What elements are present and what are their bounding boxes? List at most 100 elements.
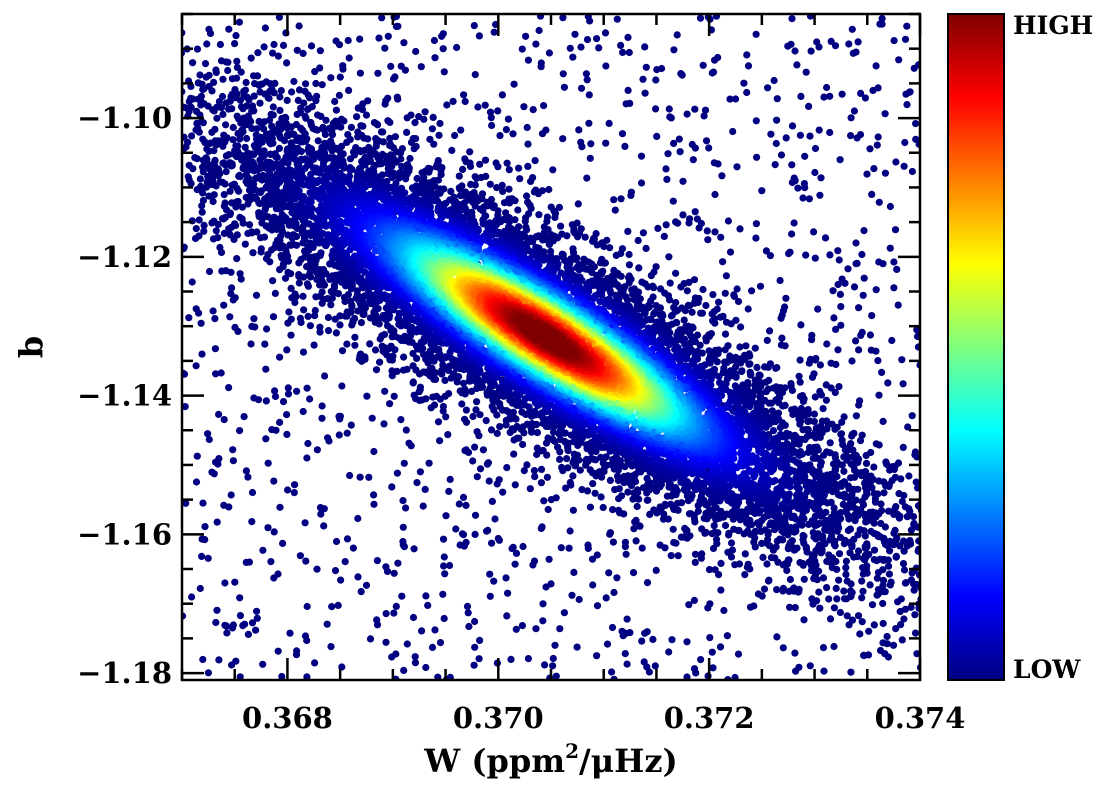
scatter-point: [250, 92, 258, 100]
scatter-point: [718, 172, 726, 180]
scatter-point: [198, 552, 206, 561]
scatter-point: [509, 130, 517, 138]
scatter-point: [510, 450, 518, 458]
scatter-point: [327, 301, 335, 309]
scatter-point: [713, 358, 721, 366]
scatter-point: [574, 233, 582, 241]
scatter-point: [835, 550, 844, 558]
scatter-point: [488, 402, 496, 410]
scatter-point: [677, 70, 685, 78]
scatter-point: [327, 74, 335, 82]
scatter-point: [237, 275, 245, 283]
scatter-point: [635, 495, 643, 503]
scatter-point: [709, 291, 717, 299]
scatter-point: [540, 497, 548, 505]
scatter-point: [901, 35, 910, 43]
scatter-point: [429, 113, 437, 121]
scatter-point: [583, 487, 592, 495]
scatter-point: [737, 323, 745, 331]
scatter-point: [638, 278, 646, 286]
scatter-point: [867, 527, 875, 536]
scatter-point: [900, 615, 908, 623]
scatter-point: [743, 88, 751, 97]
scatter-point: [411, 653, 419, 661]
scatter-point: [192, 362, 200, 370]
scatter-point: [442, 512, 450, 520]
scatter-point: [567, 481, 575, 489]
scatter-point: [860, 227, 868, 235]
scatter-point: [543, 473, 552, 481]
scatter-point: [461, 447, 469, 455]
scatter-point: [664, 515, 672, 523]
scatter-point: [197, 101, 205, 109]
scatter-point: [374, 305, 382, 313]
scatter-point: [386, 134, 394, 142]
scatter-point: [236, 135, 244, 143]
scatter-point: [808, 373, 817, 381]
scatter-point: [173, 101, 180, 108]
scatter-point: [840, 467, 848, 475]
scatter-point: [573, 643, 581, 651]
scatter-point: [569, 472, 577, 480]
scatter-point: [199, 85, 207, 94]
scatter-point: [347, 123, 355, 131]
scatter-point: [641, 89, 649, 97]
scatter-point: [510, 414, 518, 422]
scatter-point: [850, 107, 859, 115]
scatter-point: [533, 444, 541, 452]
scatter-point: [406, 154, 414, 163]
scatter-point: [743, 51, 751, 59]
scatter-point: [471, 530, 479, 539]
scatter-point: [834, 280, 842, 289]
scatter-point: [274, 52, 282, 60]
scatter-point: [214, 165, 222, 173]
scatter-point: [538, 523, 546, 531]
scatter-point: [770, 76, 778, 85]
scatter-point: [274, 647, 282, 655]
scatter-point: [438, 164, 446, 172]
scatter-point: [253, 195, 261, 203]
scatter-point: [391, 133, 399, 141]
scatter-point: [247, 54, 255, 62]
scatter-point: [903, 22, 911, 30]
scatter-point: [835, 576, 843, 584]
scatter-point: [223, 629, 231, 637]
scatter-point: [430, 140, 438, 148]
scatter-point: [861, 551, 870, 559]
scatter-point: [292, 651, 301, 659]
scatter-point: [894, 301, 902, 309]
scatter-point: [317, 112, 325, 120]
scatter-point: [619, 48, 627, 57]
scatter-point: [716, 313, 725, 321]
scatter-point: [897, 475, 905, 483]
scatter-point: [806, 417, 814, 425]
scatter-point: [863, 562, 871, 570]
scatter-point: [697, 219, 706, 228]
scatter-point: [356, 473, 364, 481]
scatter-point: [416, 468, 424, 476]
scatter-point: [265, 94, 273, 102]
scatter-point: [221, 621, 229, 629]
scatter-point: [838, 418, 846, 426]
scatter-point: [805, 195, 814, 203]
scatter-point: [504, 589, 512, 597]
scatter-point: [852, 412, 861, 420]
scatter-point: [689, 156, 697, 164]
scatter-point: [778, 334, 786, 342]
scatter-point: [584, 541, 592, 549]
scatter-point: [334, 601, 342, 610]
scatter-point: [601, 454, 609, 462]
scatter-point: [259, 546, 267, 554]
scatter-point: [675, 135, 683, 143]
scatter-point: [577, 138, 585, 146]
scatter-point: [477, 173, 485, 182]
scatter-point: [652, 302, 660, 310]
scatter-point: [337, 576, 345, 584]
scatter-point: [262, 397, 270, 405]
scatter-point: [666, 296, 674, 304]
scatter-point: [194, 79, 202, 87]
scatter-point: [260, 152, 268, 160]
scatter-point: [303, 636, 311, 645]
scatter-point: [174, 83, 181, 90]
scatter-point: [715, 298, 723, 306]
